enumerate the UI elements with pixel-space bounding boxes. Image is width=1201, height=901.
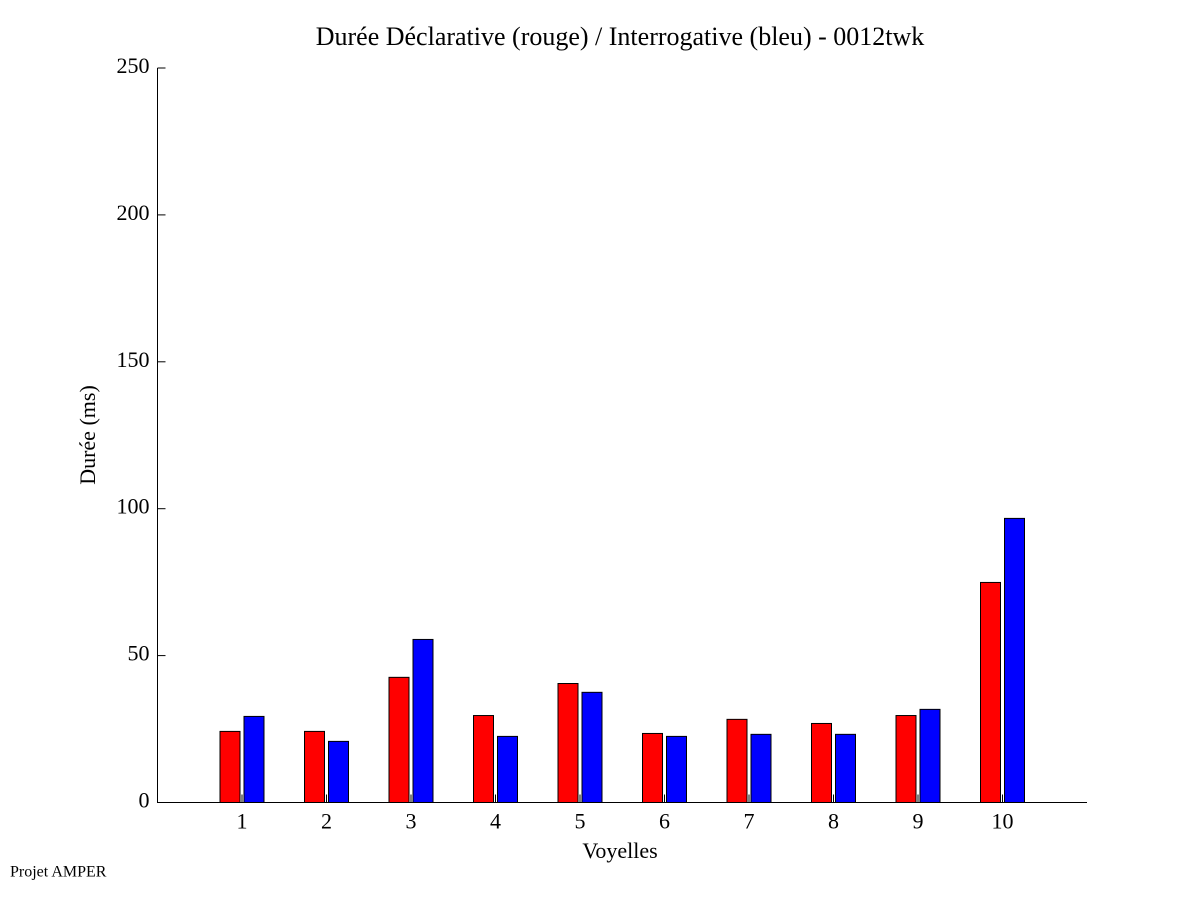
bar [919, 708, 941, 804]
x-tick-label: 5 [575, 809, 586, 834]
x-tick-label: 1 [237, 809, 248, 834]
bar [1004, 517, 1025, 803]
x-tick-label: 4 [490, 809, 501, 834]
y-tick-label: 100 [117, 494, 150, 519]
bar [750, 733, 772, 803]
y-tick-label: 0 [139, 788, 150, 813]
y-tick-label: 250 [117, 53, 150, 78]
x-tick-label: 6 [659, 809, 670, 834]
footer: Projet AMPER [10, 864, 107, 881]
bar [666, 735, 687, 804]
x-tick-label: 10 [992, 809, 1014, 834]
bar [497, 735, 518, 804]
bar [304, 730, 325, 803]
bar [243, 715, 265, 804]
x-tick-label: 7 [744, 809, 755, 834]
y-tick-label: 200 [117, 200, 150, 225]
x-tick-label: 9 [913, 809, 924, 834]
bar [811, 722, 832, 803]
bar [895, 715, 917, 804]
x-tick-label: 8 [828, 809, 839, 834]
bar [642, 732, 663, 803]
bar [219, 730, 241, 803]
bar [388, 676, 410, 803]
x-tick-label: 2 [321, 809, 332, 834]
bar [473, 715, 494, 804]
bar [726, 718, 748, 804]
x-axis-label: Voyelles [582, 838, 657, 863]
bar [328, 740, 349, 803]
x-tick-label: 3 [406, 809, 417, 834]
bar [412, 638, 434, 803]
bar [835, 733, 856, 803]
bar [557, 683, 579, 803]
y-axis-label: Durée (ms) [75, 385, 100, 485]
chart-title: Durée Déclarative (rouge) / Interrogativ… [316, 22, 925, 51]
y-tick-label: 150 [117, 347, 150, 372]
bar [980, 581, 1001, 803]
y-tick-label: 50 [128, 641, 150, 666]
bar [581, 691, 603, 804]
